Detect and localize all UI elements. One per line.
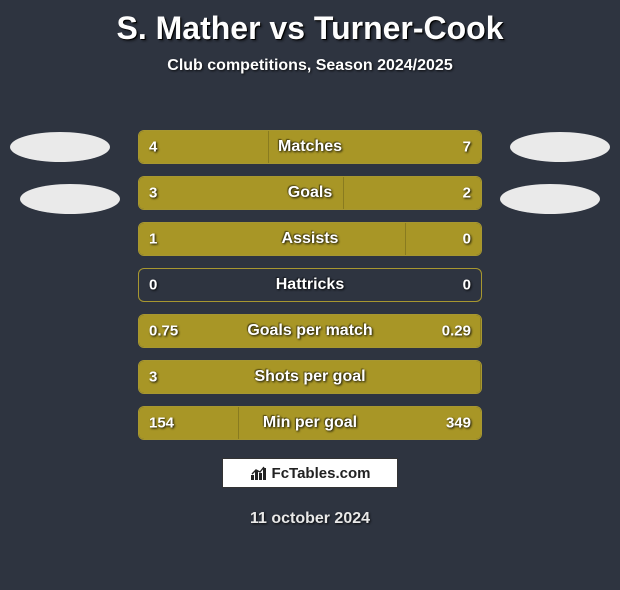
comparison-rows: Matches47 Goals32 Assists10 Hattricks0 0 Goal… [138,130,482,452]
avatar-left-top [10,132,110,162]
stat-bar-left [139,315,482,347]
stat-bar-right [268,131,481,163]
chart-icon [250,465,268,481]
footer-date: 11 october 2024 [0,510,620,528]
avatar-left-bottom [20,184,120,214]
stat-value-right: 0 [463,277,471,294]
stat-bar-left [139,223,407,255]
stat-bar-right [343,177,481,209]
stat-label: Hattricks [139,276,481,294]
stat-bar-left [139,131,270,163]
stat-row: Matches47 [138,130,482,164]
stat-row: Shots per goal3 [138,360,482,394]
stat-bar-right [238,407,481,439]
stat-bar-right [480,315,481,347]
stat-bar-left [139,361,482,393]
brand-box: FcTables.com [222,458,398,488]
avatar-right-bottom [500,184,600,214]
subtitle: Club competitions, Season 2024/2025 [0,57,620,75]
stat-row: Goals32 [138,176,482,210]
stat-bar-left [139,407,240,439]
stat-row: Min per goal154349 [138,406,482,440]
stat-bar-right [405,223,481,255]
stat-row: Assists10 [138,222,482,256]
stat-value-left: 0 [149,277,157,294]
avatar-right-top [510,132,610,162]
stat-bar-left [139,177,345,209]
stat-bar-right [480,361,481,393]
stat-row: Goals per match0.750.29 [138,314,482,348]
brand-text: FcTables.com [272,465,371,482]
page-title: S. Mather vs Turner-Cook [0,10,620,47]
stat-row: Hattricks0 0 [138,268,482,302]
